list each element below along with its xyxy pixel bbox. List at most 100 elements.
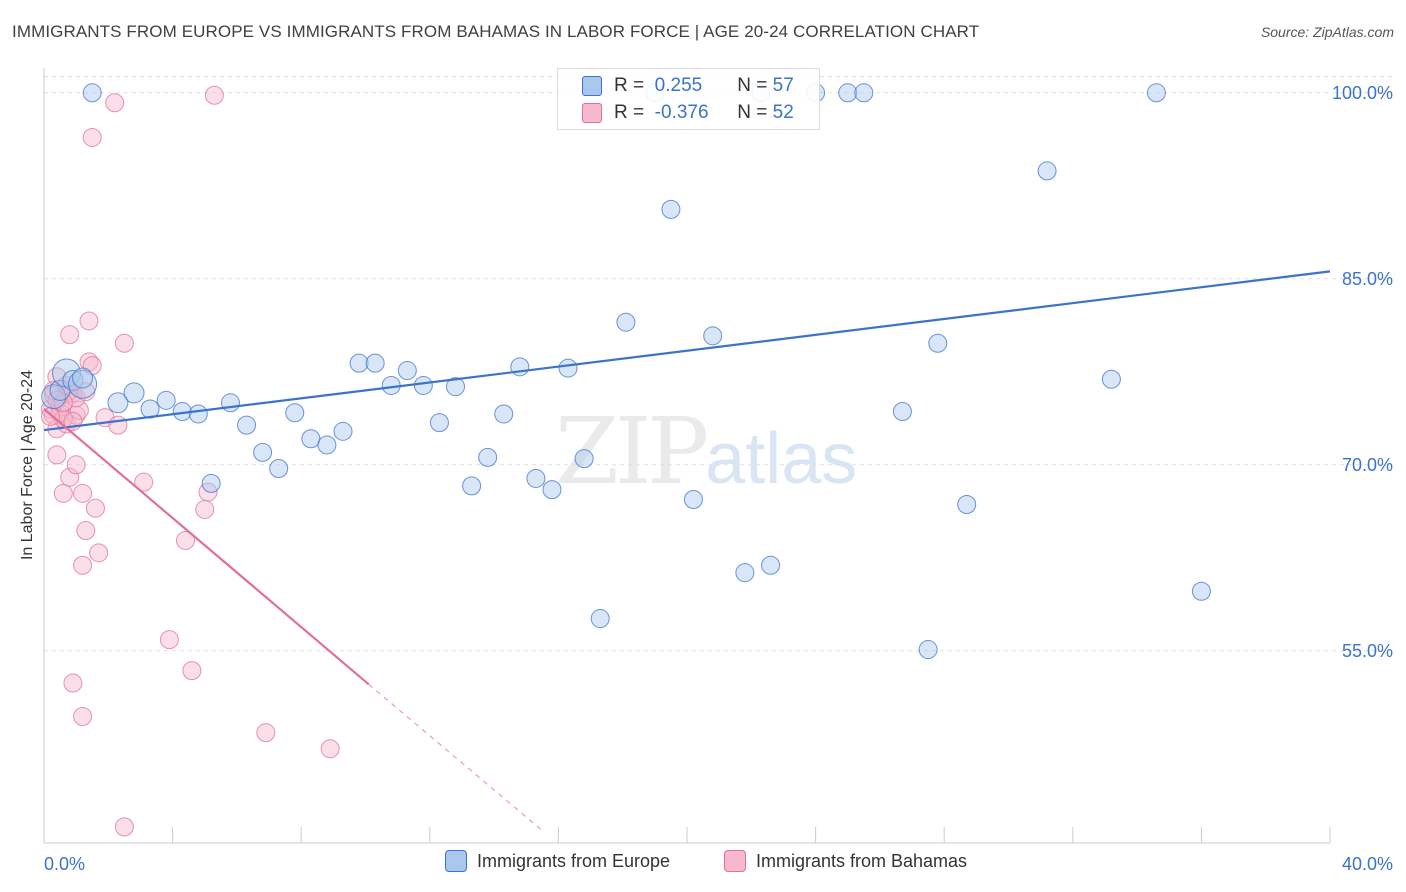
bahamas-point	[114, 817, 134, 837]
europe-point	[574, 449, 594, 469]
europe-point	[1146, 83, 1166, 103]
europe-r-value: 0.255	[654, 75, 703, 96]
europe-point	[333, 421, 353, 441]
europe-swatch	[582, 76, 602, 96]
bahamas-point	[134, 472, 154, 492]
bahamas-point	[105, 93, 125, 113]
europe-n-value: 57	[772, 75, 794, 96]
europe-point	[661, 199, 681, 219]
europe-point	[188, 404, 208, 424]
bahamas-point	[73, 555, 93, 575]
bahamas-trend-line	[43, 408, 370, 686]
bahamas-point	[108, 415, 128, 435]
europe-point	[683, 490, 703, 510]
bahamas-point	[47, 445, 67, 465]
europe-point	[1037, 161, 1057, 181]
europe-point	[478, 447, 498, 467]
europe-point	[854, 83, 874, 103]
europe-point	[928, 333, 948, 353]
x-tick-label-0: 0.0%	[44, 854, 85, 874]
bahamas-point	[114, 333, 134, 353]
europe-trend-line	[43, 270, 1331, 432]
bahamas-point	[69, 400, 89, 420]
bahamas-point	[195, 499, 215, 519]
watermark: ZIPatlas	[555, 398, 858, 505]
y-tick-label-3: 100.0%	[1332, 83, 1393, 103]
bahamas-trend-extension	[368, 683, 543, 832]
europe-point	[397, 361, 417, 381]
bahamas-point	[66, 405, 86, 425]
stats-row-bahamas: R = -0.376 N = 52	[582, 101, 794, 125]
bahamas-point	[204, 85, 224, 105]
bahamas-point	[89, 543, 109, 563]
europe-point	[957, 494, 977, 514]
europe-point	[429, 413, 449, 433]
y-tick-label-2: 85.0%	[1342, 269, 1393, 289]
europe-point	[41, 384, 67, 410]
europe-point	[761, 555, 781, 575]
europe-point	[285, 403, 305, 423]
europe-point	[1191, 581, 1211, 601]
europe-point	[253, 442, 273, 462]
europe-point	[301, 429, 321, 449]
bahamas-point	[60, 325, 80, 345]
europe-point	[237, 415, 257, 435]
bahamas-point	[85, 498, 105, 518]
bahamas-point	[73, 483, 93, 503]
bahamas-point	[182, 661, 202, 681]
bahamas-point	[53, 483, 73, 503]
europe-point	[72, 367, 94, 389]
europe-point	[349, 353, 369, 373]
legend-label-bahamas: Immigrants from Bahamas	[756, 850, 968, 871]
europe-point	[413, 375, 433, 395]
europe-point	[838, 83, 858, 103]
europe-r-label: R =	[614, 75, 645, 96]
europe-point	[317, 435, 337, 455]
europe-point	[365, 353, 385, 373]
europe-point	[494, 404, 514, 424]
europe-point	[107, 392, 129, 414]
europe-point	[269, 459, 289, 479]
bahamas-point	[66, 455, 86, 475]
stats-row-europe: R = 0.255 N = 57	[582, 74, 794, 98]
europe-point	[201, 473, 221, 493]
europe-point	[735, 563, 755, 583]
bahamas-swatch	[582, 103, 602, 123]
legend-item-bahamas[interactable]: Immigrants from Bahamas	[724, 850, 967, 872]
y-tick-label-1: 70.0%	[1342, 455, 1393, 475]
source-label: Source: ZipAtlas.com	[1260, 24, 1394, 40]
europe-point	[123, 382, 145, 404]
europe-point	[542, 480, 562, 500]
bahamas-point	[82, 127, 102, 147]
legend-item-europe[interactable]: Immigrants from Europe	[445, 850, 670, 872]
bahamas-point	[79, 311, 99, 331]
bahamas-point	[175, 530, 195, 550]
europe-point	[1101, 369, 1121, 389]
legend-swatch-bahamas	[724, 850, 746, 872]
europe-point	[446, 377, 466, 397]
bahamas-n-value: 52	[772, 102, 794, 123]
europe-point	[892, 401, 912, 421]
europe-point	[590, 609, 610, 629]
bahamas-point	[76, 521, 96, 541]
europe-point	[82, 83, 102, 103]
europe-point	[616, 312, 636, 332]
x-tick-label-1: 40.0%	[1342, 854, 1393, 874]
bahamas-n-label: N =	[737, 102, 768, 123]
europe-point	[526, 468, 546, 488]
bahamas-point	[60, 467, 80, 487]
stats-box: R = 0.255 N = 57 R = -0.376 N = 52	[557, 68, 820, 130]
europe-point	[462, 476, 482, 496]
y-axis-label: In Labor Force | Age 20-24	[19, 369, 36, 561]
bahamas-point	[73, 707, 93, 727]
bahamas-point	[256, 723, 276, 743]
legend-swatch-europe	[445, 850, 467, 872]
chart-title: IMMIGRANTS FROM EUROPE VS IMMIGRANTS FRO…	[12, 22, 980, 41]
bahamas-r-label: R =	[614, 102, 645, 123]
bahamas-r-value: -0.376	[654, 102, 709, 123]
legend: Immigrants from Europe Immigrants from B…	[0, 850, 1406, 880]
bahamas-point	[159, 630, 179, 650]
legend-label-europe: Immigrants from Europe	[477, 850, 671, 871]
europe-point	[156, 390, 176, 410]
